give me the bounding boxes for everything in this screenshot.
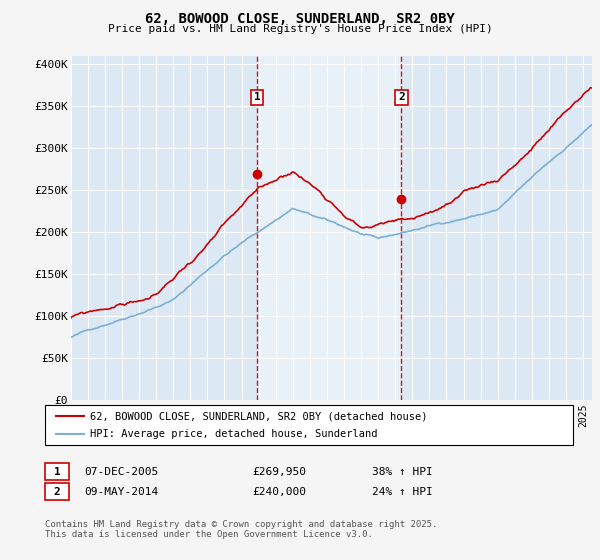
Text: Price paid vs. HM Land Registry's House Price Index (HPI): Price paid vs. HM Land Registry's House … [107,24,493,34]
Text: 1: 1 [254,92,260,102]
Text: 24% ↑ HPI: 24% ↑ HPI [372,487,433,497]
Bar [257,56,401,400]
Text: HPI: Average price, detached house, Sunderland: HPI: Average price, detached house, Sund… [90,429,377,439]
Text: 38% ↑ HPI: 38% ↑ HPI [372,466,433,477]
Text: 09-MAY-2014: 09-MAY-2014 [84,487,158,497]
Text: 62, BOWOOD CLOSE, SUNDERLAND, SR2 0BY: 62, BOWOOD CLOSE, SUNDERLAND, SR2 0BY [145,12,455,26]
Text: 2: 2 [398,92,405,102]
Text: 07-DEC-2005: 07-DEC-2005 [84,466,158,477]
Text: £269,950: £269,950 [252,466,306,477]
Text: £240,000: £240,000 [252,487,306,497]
Text: 2: 2 [53,487,61,497]
Text: Contains HM Land Registry data © Crown copyright and database right 2025.
This d: Contains HM Land Registry data © Crown c… [45,520,437,539]
Text: 62, BOWOOD CLOSE, SUNDERLAND, SR2 0BY (detached house): 62, BOWOOD CLOSE, SUNDERLAND, SR2 0BY (d… [90,411,427,421]
Text: 1: 1 [53,466,61,477]
